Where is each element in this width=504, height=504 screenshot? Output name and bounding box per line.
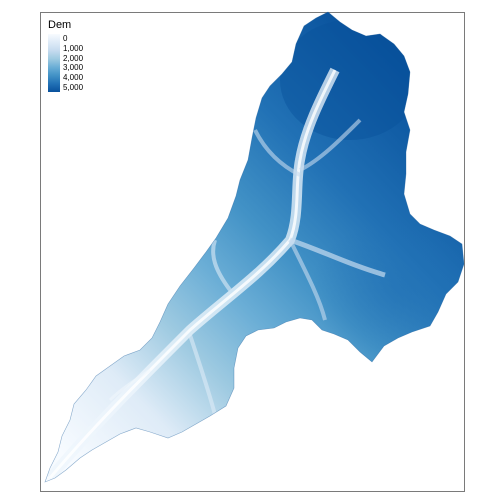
legend-label: 3,000 [63, 63, 84, 73]
legend-title: Dem [48, 19, 72, 31]
legend-labels: 0 1,000 2,000 3,000 4,000 5,000 [63, 34, 103, 92]
tributary [253, 129, 301, 177]
legend-label: 1,000 [63, 43, 84, 53]
tributary [288, 239, 327, 321]
legend-label: 2,000 [63, 53, 84, 63]
tributary [108, 368, 151, 402]
tributary [188, 334, 217, 416]
watershed-basin [45, 12, 464, 482]
legend-label: 0 [63, 34, 68, 43]
tributary [211, 239, 232, 292]
legend-label: 5,000 [63, 83, 84, 92]
legend-label: 4,000 [63, 73, 84, 83]
map-legend: Dem 0 1,000 2,000 3,000 4,000 5,000 [48, 19, 103, 92]
legend-color-bar [48, 34, 60, 92]
basin-outline [44, 11, 465, 483]
tributary [299, 118, 362, 172]
tributary [289, 237, 386, 278]
